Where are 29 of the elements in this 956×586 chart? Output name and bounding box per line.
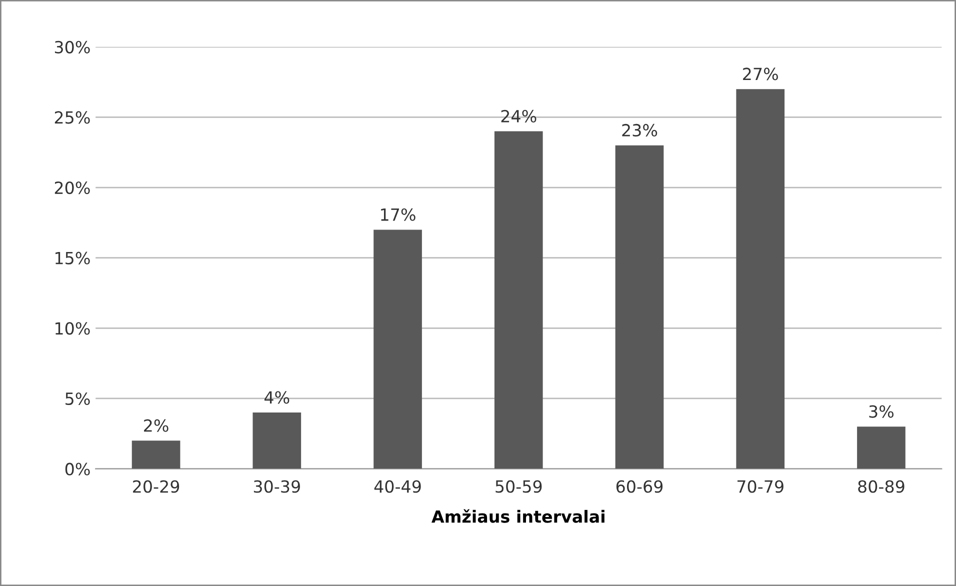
x-tick-label: 60-69: [616, 480, 663, 493]
y-tick-label: 0%: [65, 462, 90, 476]
x-tick-label: 30-39: [254, 480, 300, 493]
bar: [374, 230, 422, 469]
x-axis-title: Amžiaus intervalai: [432, 509, 604, 523]
x-tick-label: 80-89: [858, 480, 904, 493]
bar: [494, 131, 543, 469]
y-tick-label: 10%: [56, 322, 90, 335]
y-tick-label: 5%: [66, 392, 90, 406]
bar: [132, 440, 180, 469]
data-label: 17%: [381, 208, 416, 221]
x-tick-label: 70-79: [738, 480, 784, 493]
y-tick-label: 20%: [54, 181, 90, 194]
x-tick-label: 20-29: [133, 480, 180, 493]
bar: [252, 412, 302, 469]
data-label: 2%: [144, 419, 168, 432]
data-label: 27%: [743, 68, 778, 80]
data-label: 3%: [869, 405, 894, 418]
data-label: 24%: [501, 110, 536, 122]
data-label: 23%: [622, 124, 658, 137]
y-tick-label: 15%: [56, 252, 90, 264]
y-tick-label: 30%: [54, 40, 90, 54]
bar: [857, 426, 906, 469]
x-tick-label: 40-49: [374, 480, 421, 493]
y-tick-label: 25%: [54, 111, 90, 124]
x-tick-label: 50-59: [496, 480, 542, 493]
data-label: 4%: [264, 391, 290, 404]
bar: [615, 145, 664, 469]
bar: [736, 89, 785, 469]
